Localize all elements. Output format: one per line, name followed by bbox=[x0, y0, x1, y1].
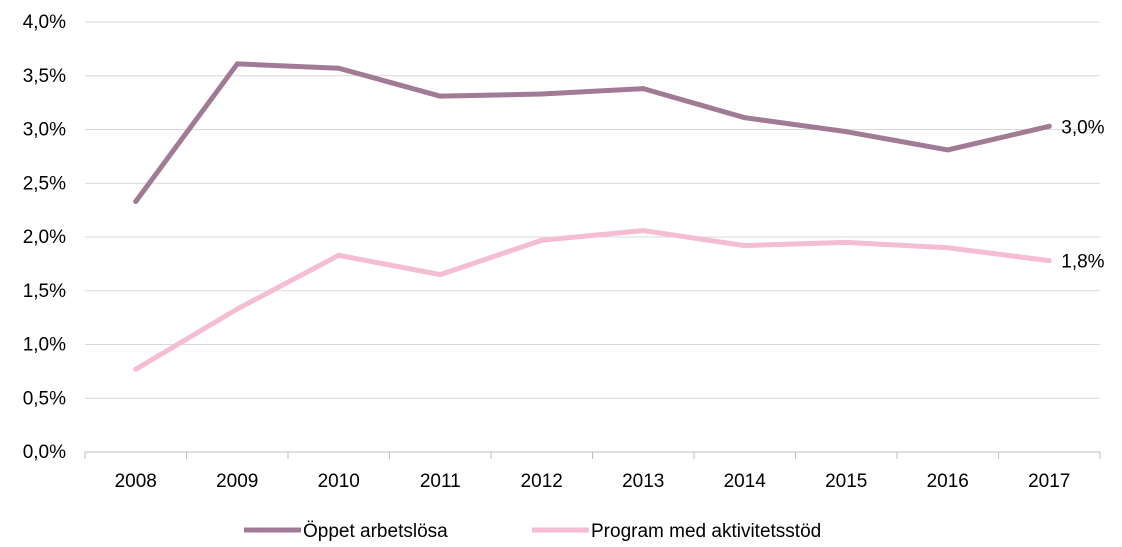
series-line-1 bbox=[133, 61, 1052, 205]
y-tick-label: 0,0% bbox=[23, 442, 66, 463]
data-point bbox=[133, 199, 139, 205]
series-lines bbox=[133, 61, 1052, 372]
y-tick-label: 1,0% bbox=[23, 335, 66, 356]
x-tick-label: 2015 bbox=[825, 471, 867, 492]
x-tick-label: 2016 bbox=[927, 471, 969, 492]
legend: Öppet arbetslösa Program med aktivitetsst… bbox=[244, 521, 821, 542]
y-tick-label: 3,5% bbox=[23, 66, 66, 87]
data-point bbox=[640, 86, 646, 92]
x-tick-label: 2012 bbox=[521, 471, 563, 492]
data-point bbox=[945, 147, 951, 153]
x-tick-label: 2013 bbox=[622, 471, 664, 492]
data-point bbox=[1046, 258, 1052, 264]
data-point bbox=[234, 306, 240, 312]
y-tick-label: 3,0% bbox=[23, 120, 66, 141]
y-tick-label: 2,0% bbox=[23, 227, 66, 248]
x-tick-label: 2011 bbox=[420, 471, 461, 492]
data-point bbox=[234, 61, 240, 67]
x-tick-label: 2009 bbox=[216, 471, 258, 492]
y-tick-label: 1,5% bbox=[23, 281, 66, 302]
data-labels: 3,0% 1,8% bbox=[1061, 117, 1104, 272]
data-point bbox=[336, 65, 342, 71]
axes: 0,0% 0,5% 1,0% 1,5% 2,0% 2,5% 3,0% 3,5% 4,0% 2008… bbox=[23, 12, 1101, 492]
series-line-2 bbox=[133, 228, 1052, 372]
y-tick-label: 0,5% bbox=[23, 388, 66, 409]
data-point bbox=[539, 237, 545, 243]
data-point bbox=[437, 272, 443, 278]
data-point bbox=[539, 91, 545, 97]
x-tick-label: 2008 bbox=[115, 471, 157, 492]
gridlines bbox=[85, 21, 1100, 399]
data-point bbox=[945, 245, 951, 251]
data-point bbox=[1046, 123, 1052, 129]
end-data-label: 3,0% bbox=[1061, 117, 1104, 138]
x-tick-label: 2014 bbox=[724, 471, 767, 492]
data-point bbox=[742, 115, 748, 121]
data-point bbox=[843, 239, 849, 245]
data-point bbox=[437, 93, 443, 99]
x-tick-label: 2010 bbox=[318, 471, 360, 492]
y-tick-label: 2,5% bbox=[23, 173, 66, 194]
legend-label: Öppet arbetslösa bbox=[303, 521, 448, 542]
x-tick-label: 2017 bbox=[1028, 471, 1070, 492]
data-point bbox=[843, 129, 849, 135]
data-point bbox=[742, 243, 748, 249]
end-data-label: 1,8% bbox=[1061, 252, 1104, 273]
data-point bbox=[336, 252, 342, 258]
data-point bbox=[640, 228, 646, 234]
data-point bbox=[133, 366, 139, 372]
legend-label: Program med aktivitetsstöd bbox=[591, 521, 821, 542]
y-tick-label: 4,0% bbox=[23, 12, 66, 33]
